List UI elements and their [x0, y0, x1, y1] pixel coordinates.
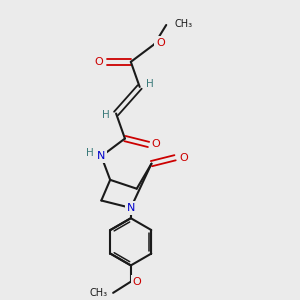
Text: N: N	[127, 203, 135, 213]
Text: H: H	[146, 79, 154, 89]
Text: O: O	[152, 140, 160, 149]
Text: O: O	[132, 277, 141, 286]
Text: H: H	[86, 148, 94, 158]
Text: CH₃: CH₃	[89, 288, 107, 298]
Text: N: N	[97, 151, 106, 161]
Text: O: O	[179, 153, 188, 163]
Text: CH₃: CH₃	[175, 19, 193, 28]
Text: H: H	[102, 110, 110, 120]
Text: O: O	[156, 38, 165, 48]
Text: O: O	[94, 57, 103, 67]
